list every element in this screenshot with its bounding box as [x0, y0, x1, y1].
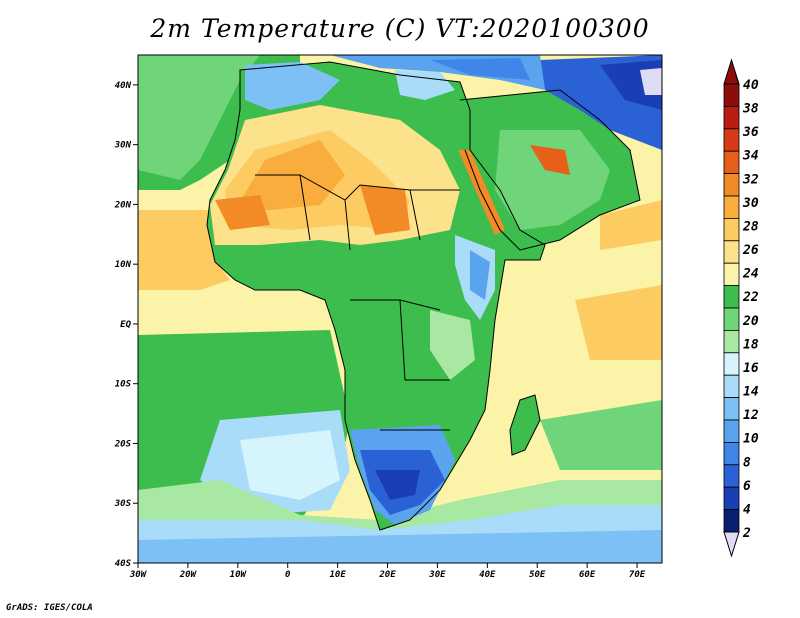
colorbar-label: 14	[743, 385, 759, 400]
lon-tick-label: 70E	[629, 570, 646, 580]
lat-tick-label: EQ	[120, 320, 131, 330]
colorbar-label: 16	[743, 361, 759, 376]
map-field	[138, 55, 662, 563]
lon-tick-label: 30W	[129, 570, 148, 580]
colorbar-label: 6	[743, 479, 751, 494]
longitude-axis: 30W 20W 10W 0 10E 20E 30E 40E 50E 60E 70E	[129, 563, 646, 580]
colorbar-label: 22	[742, 290, 759, 305]
colorbar-label: 36	[742, 125, 759, 140]
lon-tick-label: 30E	[428, 570, 446, 580]
colorbar-label: 20	[742, 314, 759, 329]
colorbar-swatch	[723, 240, 740, 264]
coastlines	[206, 61, 641, 531]
lat-tick-label: 30S	[114, 499, 132, 509]
colorbar-label: 30	[742, 196, 759, 211]
colorbar-label: 24	[742, 267, 759, 282]
colorbar-swatch	[723, 352, 740, 376]
lat-tick-label: 40N	[115, 81, 132, 91]
lat-tick-label: 40S	[115, 559, 132, 569]
lon-tick-label: 0	[285, 570, 291, 580]
colorbar-swatch	[723, 217, 740, 242]
lat-tick-label: 20S	[114, 439, 132, 449]
colorbar-label: 38	[742, 102, 759, 117]
colorbar-swatch	[723, 397, 740, 421]
colorbar-label: 28	[742, 219, 759, 234]
colorbar-label: 26	[742, 243, 759, 258]
colorbar-swatch	[723, 106, 740, 130]
colorbar-swatch	[723, 150, 740, 174]
colorbar-swatch	[723, 486, 740, 511]
lon-tick-label: 50E	[529, 570, 546, 580]
colorbar-swatch	[723, 464, 740, 488]
colorbar-swatch	[723, 307, 740, 331]
colorbar-swatch	[723, 285, 740, 309]
colorbar-swatch	[723, 374, 740, 399]
latitude-axis: 40N 30N 20N 10N EQ 10S 20S 30S 40S	[114, 81, 138, 569]
colorbar-label: 12	[743, 408, 759, 423]
colorbar-label: 2	[742, 526, 751, 541]
map-frame	[137, 54, 663, 564]
lon-tick-label: 10W	[230, 570, 248, 580]
colorbar-swatch	[723, 128, 740, 152]
colorbar-label: 40	[743, 78, 759, 93]
map-title: 2m Temperature (C) VT:2020100300	[150, 14, 650, 43]
colorbar-label: 4	[743, 502, 751, 517]
colorbar-swatch	[723, 173, 740, 197]
colorbar-label: 18	[743, 337, 759, 352]
lat-tick-label: 10S	[115, 380, 132, 390]
colorbar-label: 8	[743, 455, 751, 470]
colorbar-swatch	[723, 329, 740, 354]
lon-tick-label: 60E	[579, 570, 596, 580]
colorbar-low-triangle	[723, 531, 740, 558]
lon-tick-label: 20E	[378, 570, 396, 580]
credit-text: GrADS: IGES/COLA	[6, 603, 93, 613]
colorbar-high-triangle	[723, 58, 740, 85]
colorbar-swatch	[723, 83, 740, 107]
lat-tick-label: 30N	[114, 141, 132, 151]
colorbar-swatch	[723, 195, 740, 219]
lon-tick-label: 40E	[479, 570, 496, 580]
colorbar-swatch	[723, 419, 740, 443]
colorbar-swatch	[723, 509, 740, 533]
lat-tick-label: 20N	[114, 200, 132, 210]
colorbar-swatch	[723, 262, 740, 287]
lon-tick-label: 20W	[179, 570, 198, 580]
lat-tick-label: 10N	[115, 260, 132, 270]
colorbar-label: 10	[743, 432, 759, 447]
colorbar-swatch	[723, 441, 740, 466]
lon-tick-label: 10E	[329, 570, 346, 580]
colorbar-label: 32	[742, 172, 759, 187]
colorbar-label: 34	[742, 149, 759, 164]
